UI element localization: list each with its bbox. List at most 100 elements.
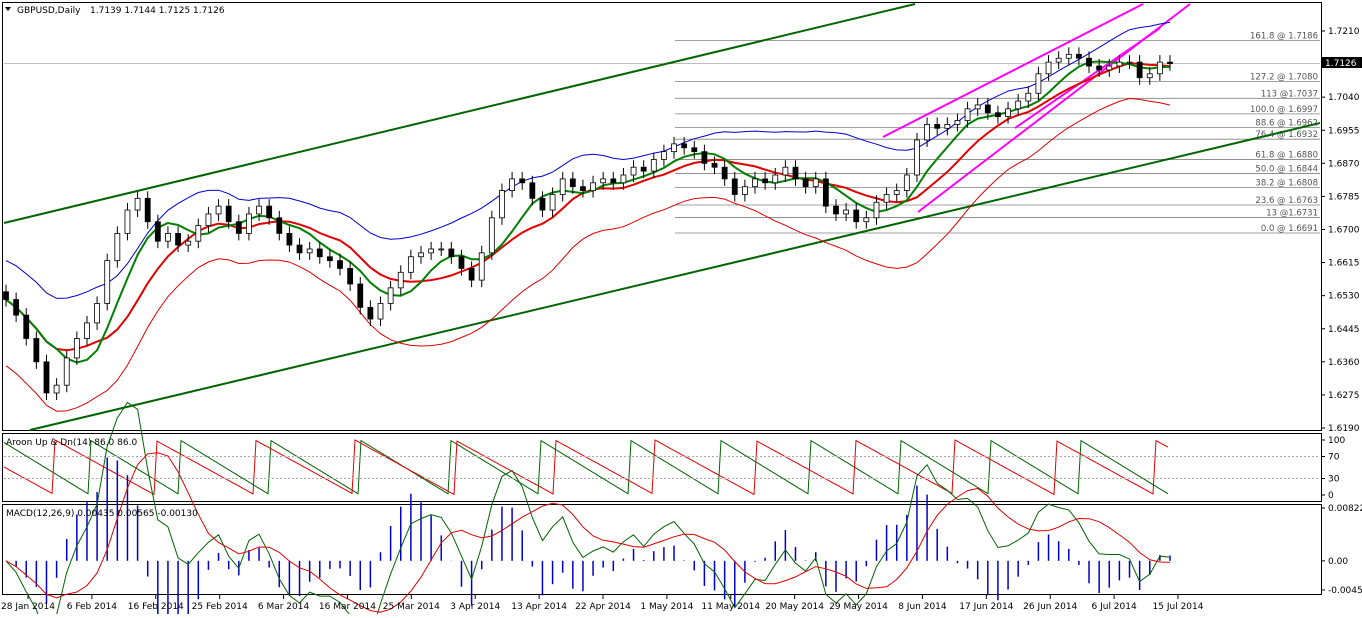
ohlc-readout: 1.7139 1.7144 1.7125 1.7126 (90, 6, 225, 16)
macd-label: MACD(12,26,9) 0.00435 0.00565 -0.00130 (6, 509, 198, 519)
candle-body (985, 105, 990, 113)
candle-body (742, 187, 747, 195)
time-tick-label: 29 May 2014 (829, 602, 888, 612)
candle-body (520, 179, 525, 183)
candle-body (155, 222, 160, 241)
candle-body (823, 179, 828, 206)
candle-body (165, 233, 170, 241)
time-tick-label: 11 May 2014 (701, 602, 760, 612)
price-tick-label: 1.7210 (1328, 27, 1360, 37)
candle-body (368, 307, 373, 319)
price-tick-label: 1.6275 (1328, 391, 1360, 401)
candle-body (874, 202, 879, 218)
time-tick-label: 16 Feb 2014 (128, 602, 184, 612)
candle-body (1036, 74, 1041, 93)
candle-body (115, 233, 120, 260)
candle-body (712, 163, 717, 167)
candle-body (945, 124, 950, 128)
candle-body (489, 218, 494, 253)
candle-body (965, 109, 970, 121)
candle-body (469, 268, 474, 280)
price-tick-label: 1.6445 (1328, 325, 1360, 335)
candle-body (338, 261, 343, 269)
candle-body (105, 261, 110, 304)
fib-label: 23.6 @ 1.6763 (1255, 196, 1318, 206)
candle-body (14, 300, 19, 316)
candle-body (24, 315, 29, 338)
candle-body (459, 257, 464, 269)
fib-label: 88.6 @ 1.6962 (1255, 119, 1318, 129)
candle-body (1066, 54, 1071, 58)
time-tick-label: 25 Mar 2014 (383, 602, 440, 612)
candle-body (1117, 62, 1122, 66)
candle-body (682, 144, 687, 148)
fib-label: 61.8 @ 1.6880 (1255, 150, 1318, 160)
aroon-tick-label: 0 (1328, 491, 1334, 501)
fib-label: 161.8 @ 1.7186 (1250, 31, 1318, 41)
candle-body (773, 175, 778, 183)
candle-body (1157, 62, 1162, 74)
candle-body (1137, 62, 1142, 78)
candle-body (84, 323, 89, 339)
candle-body (975, 105, 980, 109)
candle-body (34, 338, 39, 361)
candle-body (1107, 66, 1112, 70)
candle-body (732, 179, 737, 195)
candle-body (408, 257, 413, 273)
candle-body (560, 179, 565, 195)
candle-body (216, 206, 221, 214)
candle-body (833, 206, 838, 214)
candle-body (479, 253, 484, 280)
candle-body (176, 233, 181, 245)
time-tick-label: 6 Jul 2014 (1092, 602, 1137, 612)
candle-body (935, 124, 940, 128)
time-tick-label: 16 Mar 2014 (319, 602, 376, 612)
candle-body (631, 167, 636, 175)
candle-body (135, 198, 140, 210)
candle-body (651, 159, 656, 171)
candle-body (418, 253, 423, 257)
candle-body (54, 385, 59, 393)
candle-body (429, 249, 434, 253)
candle-body (95, 303, 100, 322)
symbol-label: GBPUSD,Daily (17, 6, 81, 16)
fib-label: 0.0 @ 1.6691 (1261, 224, 1318, 234)
candle-body (398, 272, 403, 288)
price-tick-label: 1.6190 (1328, 424, 1360, 434)
candle-body (884, 194, 889, 202)
candle-body (196, 226, 201, 242)
price-tick-label: 1.6530 (1328, 292, 1360, 302)
candle-body (1076, 54, 1081, 58)
candle-body (1016, 101, 1021, 109)
candle-body (591, 183, 596, 191)
candle-body (894, 191, 899, 195)
candle-body (1056, 58, 1061, 62)
price-tick-label: 1.6955 (1328, 126, 1360, 136)
candle-body (692, 148, 697, 152)
aroon-label: Aroon Up & Dn(14) 86.0 86.0 (6, 438, 137, 448)
candle-body (287, 233, 292, 245)
candle-body (621, 175, 626, 183)
current-price-tag: 1.7126 (1322, 57, 1362, 69)
candle-body (550, 194, 555, 210)
fib-label: 113 @1.7037 (1261, 89, 1318, 99)
candle-body (1046, 62, 1051, 74)
time-tick-label: 6 Feb 2014 (67, 602, 118, 612)
candle-body (1097, 66, 1102, 70)
time-tick-label: 22 Apr 2014 (575, 602, 631, 612)
macd-tick-label: -0.00454 (1328, 586, 1362, 596)
candle-body (388, 288, 393, 304)
macd-tick-label: 0.00822 (1328, 504, 1362, 514)
candle-body (125, 210, 130, 233)
time-tick-label: 20 May 2014 (765, 602, 824, 612)
candle-body (378, 303, 383, 319)
time-tick-label: 1 May 2014 (640, 602, 693, 612)
candle-body (44, 362, 49, 393)
candle-body (925, 124, 930, 140)
time-tick-label: 13 Apr 2014 (511, 602, 567, 612)
candle-body (317, 249, 322, 257)
candle-body (1168, 62, 1173, 64)
candle-body (641, 167, 646, 171)
